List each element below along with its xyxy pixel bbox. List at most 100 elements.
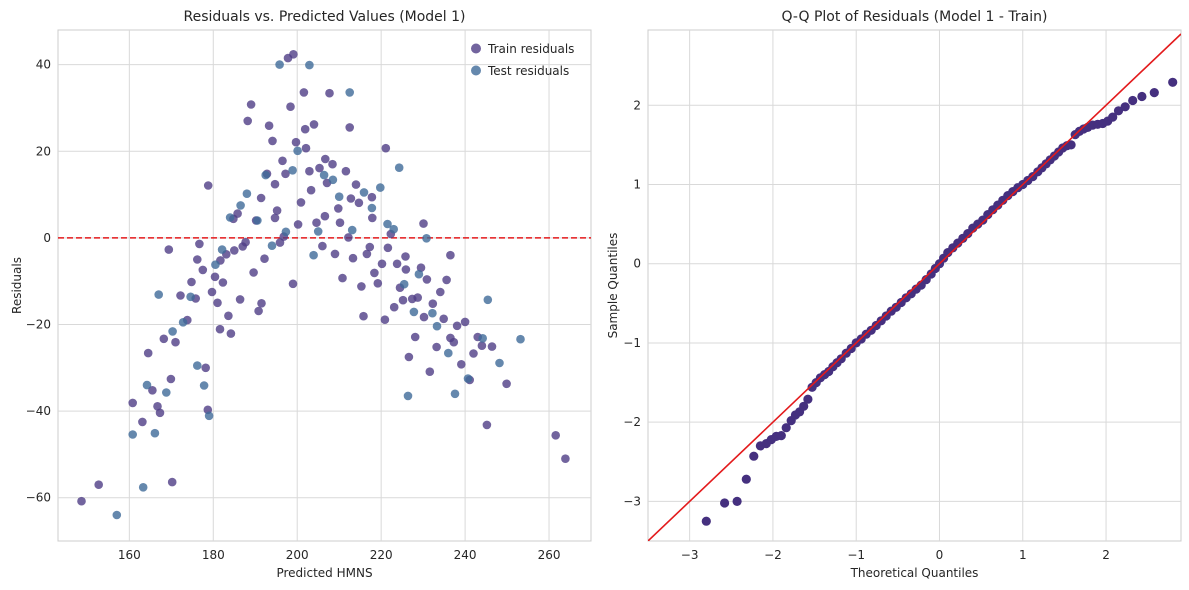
train-residual-point <box>243 116 252 126</box>
train-residual-point <box>401 265 411 274</box>
test-residual-point <box>154 290 163 299</box>
train-residual-point <box>215 324 225 334</box>
qq-point <box>1108 112 1118 122</box>
x-tick-label: −3 <box>681 548 699 562</box>
train-residual-point <box>341 166 351 176</box>
test-residual-point <box>345 88 355 97</box>
train-residual-point <box>291 137 301 147</box>
train-residual-point <box>502 379 511 389</box>
train-residual-point <box>167 477 177 487</box>
train-residual-point <box>257 299 266 308</box>
train-residual-point <box>164 245 174 254</box>
test-residual-point <box>334 192 344 201</box>
train-residual-point <box>436 287 445 297</box>
legend: Train residuals Test residuals <box>471 42 574 78</box>
train-residual-point <box>193 255 202 264</box>
x-tick-label: 180 <box>202 548 225 562</box>
identity-line <box>648 33 1181 541</box>
train-residual-point <box>281 169 290 179</box>
train-residual-point <box>195 239 204 249</box>
test-residual-point <box>162 388 171 397</box>
train-residual-point <box>328 159 337 169</box>
train-residual-point <box>370 268 379 278</box>
train-residual-point <box>300 124 310 134</box>
train-residual-point <box>383 243 393 253</box>
train-residual-point <box>210 272 220 282</box>
qq-point <box>781 423 791 433</box>
train-residual-point <box>439 314 449 324</box>
test-residual-point <box>138 483 148 492</box>
test-residual-point <box>463 374 473 383</box>
y-tick-label: −3 <box>623 494 641 508</box>
train-residual-point <box>166 374 176 384</box>
test-residual-point <box>217 245 227 254</box>
chart-title: Residuals vs. Predicted Values (Model 1) <box>183 9 465 25</box>
test-residual-point <box>422 234 431 243</box>
test-residual-point <box>444 348 453 358</box>
x-tick-labels: −3 −2 −1 0 1 2 <box>681 548 1110 562</box>
test-residual-point <box>495 358 504 368</box>
qq-point <box>1137 91 1147 102</box>
train-residual-point <box>354 198 364 208</box>
x-tick-label: 220 <box>370 548 393 562</box>
train-residual-point <box>320 211 330 221</box>
train-residual-point <box>230 246 239 255</box>
train-residual-point <box>368 213 377 223</box>
legend-marker-train <box>471 43 481 54</box>
train-residual-point <box>153 402 162 411</box>
test-residual-point <box>236 201 245 210</box>
train-residual-point <box>432 342 441 352</box>
train-residual-point <box>428 299 438 309</box>
test-residual-point <box>204 411 214 421</box>
test-residual-point <box>168 327 177 336</box>
train-residual-point <box>176 291 185 300</box>
test-residual-point <box>403 391 413 401</box>
train-residual-point <box>278 156 287 166</box>
train-residual-point <box>312 218 321 227</box>
train-residual-point <box>301 143 311 153</box>
train-residual-point <box>235 295 245 304</box>
train-residual-point <box>452 321 462 331</box>
qq-point <box>741 474 751 484</box>
qq-point <box>1066 140 1076 150</box>
test-residual-point <box>328 175 338 185</box>
test-residual-point <box>186 292 195 302</box>
train-residual-point <box>487 342 497 351</box>
train-residual-point <box>203 181 213 190</box>
train-residual-point <box>561 454 570 464</box>
train-residual-point <box>482 420 492 430</box>
train-residual-point <box>315 163 324 173</box>
train-residual-point <box>213 298 222 308</box>
train-residual-point <box>321 154 330 164</box>
test-residual-point <box>432 321 442 331</box>
test-residual-point <box>267 241 277 250</box>
train-residual-point <box>289 50 298 59</box>
test-residual-point <box>389 224 399 234</box>
train-residual-point <box>373 279 383 288</box>
y-tick-label: 0 <box>633 257 641 271</box>
train-residual-point <box>398 295 408 305</box>
qq-point <box>732 496 742 506</box>
train-residual-point <box>198 265 208 275</box>
y-tick-label: 40 <box>36 58 51 72</box>
test-residual-point <box>478 334 488 343</box>
train-residual-point <box>338 273 347 283</box>
x-tick-label: 1 <box>1019 548 1027 562</box>
test-residual-point <box>383 219 392 229</box>
y-axis-label: Sample Quantiles <box>606 233 620 339</box>
train-residual-point <box>348 253 358 263</box>
x-tick-label: 0 <box>936 548 944 562</box>
train-residual-point <box>94 480 103 490</box>
train-residual-point <box>410 332 420 342</box>
train-residual-point <box>446 250 455 260</box>
qq-point <box>749 451 759 461</box>
train-residual-point <box>305 166 314 176</box>
train-residual-point <box>270 213 280 223</box>
y-tick-label: −1 <box>623 336 641 350</box>
y-tick-label: 0 <box>43 231 51 245</box>
qq-point <box>776 431 786 441</box>
train-residual-point <box>148 386 157 395</box>
train-residual-point <box>425 367 435 377</box>
chart-title: Q-Q Plot of Residuals (Model 1 - Train) <box>782 9 1048 25</box>
